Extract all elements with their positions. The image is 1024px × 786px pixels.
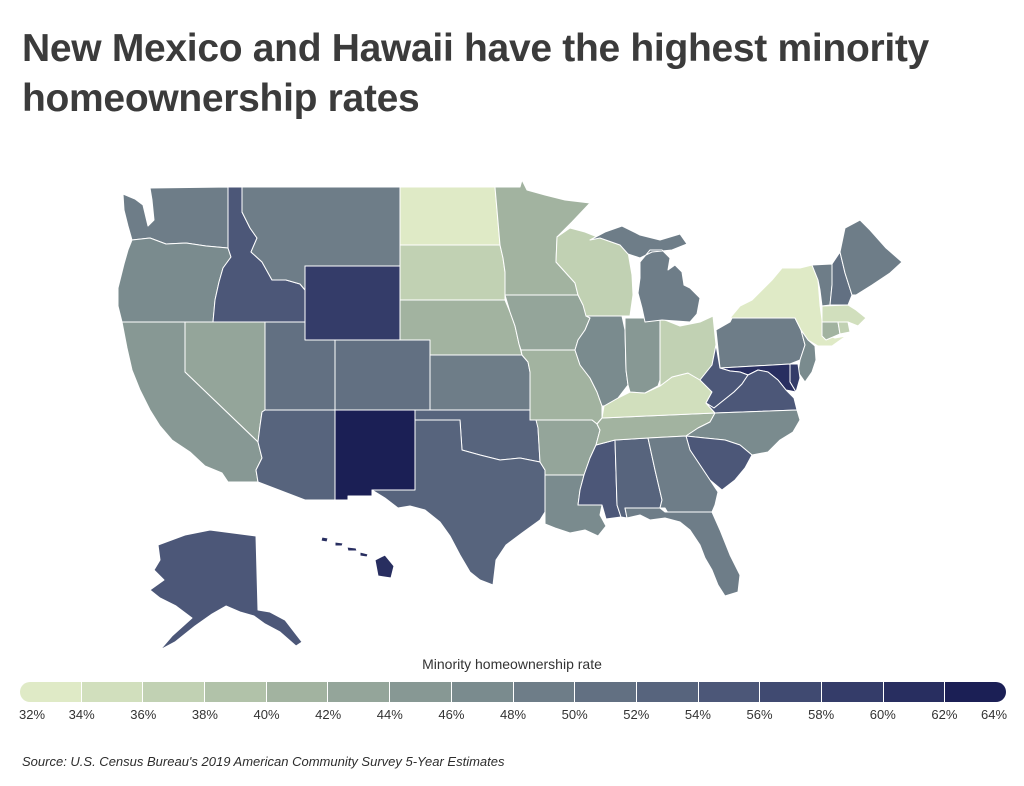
state-wisconsin [555, 227, 634, 317]
legend-swatch [451, 682, 513, 702]
legend-tick-labels: 32% 34% 36% 38% 40% 42% 44% 46% 48% 50% 52% 54% 56% 5… [0, 707, 1024, 725]
legend-swatch [20, 682, 81, 702]
legend-tick-label: 40% [253, 707, 280, 722]
state-hawaii [320, 536, 395, 579]
legend-tick-label: 48% [499, 707, 527, 722]
legend-tick-label: 34% [68, 707, 95, 722]
state-connecticut [821, 321, 841, 341]
legend-swatch [390, 682, 451, 702]
state-kansas [429, 354, 531, 411]
legend-tick-label: 36% [130, 707, 157, 722]
legend-swatch [945, 682, 1006, 702]
legend-swatch [266, 682, 328, 702]
legend-title: Minority homeownership rate [422, 656, 602, 672]
legend-tick-label: 52% [623, 707, 650, 722]
page-title: New Mexico and Hawaii have the highest m… [22, 27, 929, 120]
state-georgia [647, 435, 719, 514]
state-alaska [149, 529, 303, 651]
state-colorado [334, 339, 431, 411]
us-states-map [117, 179, 903, 651]
legend-swatch [205, 682, 266, 702]
legend-tick-label: 32% [18, 707, 46, 722]
state-indiana [624, 317, 661, 394]
legend-swatch [883, 682, 945, 702]
state-arizona [255, 409, 336, 501]
state-new-jersey [797, 329, 817, 383]
legend-swatch [143, 682, 205, 702]
legend-tick-label: 60% [869, 707, 896, 722]
legend-swatch [81, 682, 143, 702]
legend-swatch [636, 682, 698, 702]
legend-tick-label: 50% [561, 707, 588, 722]
state-wyoming [304, 265, 401, 341]
state-michigan [589, 225, 701, 323]
legend-swatch [513, 682, 575, 702]
legend-tick-label: 38% [191, 707, 218, 722]
legend-swatch [328, 682, 390, 702]
state-south-dakota [399, 244, 506, 301]
legend-tick-label: 56% [746, 707, 773, 722]
legend-swatch [698, 682, 760, 702]
legend-swatch [760, 682, 821, 702]
legend-swatch [821, 682, 883, 702]
legend-tick-label: 64% [980, 707, 1008, 722]
state-virginia [705, 369, 798, 414]
legend-swatch [575, 682, 636, 702]
state-north-dakota [399, 186, 501, 246]
source-note: Source: U.S. Census Bureau's 2019 Americ… [22, 754, 505, 769]
legend-color-bar [20, 682, 1006, 702]
legend-tick-label: 46% [438, 707, 465, 722]
legend-tick-label: 42% [315, 707, 342, 722]
legend-tick-label: 58% [808, 707, 835, 722]
legend-tick-label: 62% [931, 707, 958, 722]
state-pennsylvania [715, 317, 806, 369]
state-rhode-island [837, 321, 851, 335]
state-california [121, 321, 263, 483]
state-new-mexico [334, 409, 416, 501]
legend-tick-label: 44% [376, 707, 403, 722]
state-texas [371, 419, 546, 586]
state-maine [839, 219, 903, 296]
state-florida [624, 507, 741, 597]
legend-tick-label: 54% [684, 707, 711, 722]
